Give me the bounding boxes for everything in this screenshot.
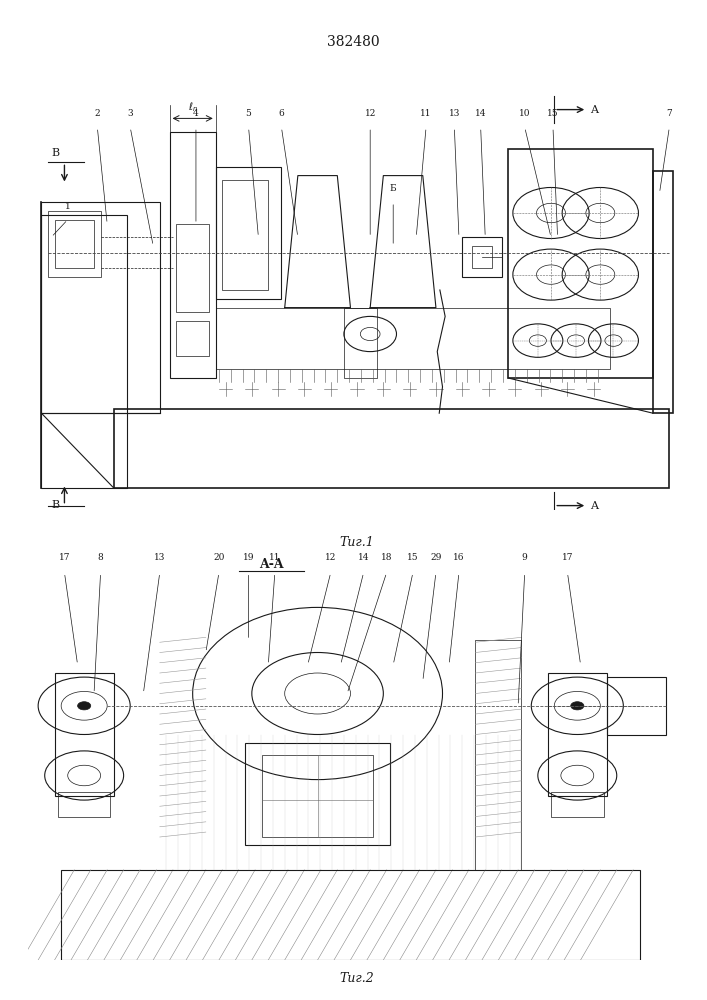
Bar — [472, 246, 492, 268]
Text: 11: 11 — [421, 109, 432, 118]
Bar — [607, 677, 666, 734]
Bar — [653, 171, 672, 413]
Text: Τиг.2: Τиг.2 — [339, 972, 375, 985]
Bar — [58, 792, 110, 816]
Bar — [551, 792, 604, 816]
Text: 19: 19 — [243, 553, 255, 562]
Text: 10: 10 — [519, 109, 530, 118]
Bar — [462, 237, 502, 277]
Text: 2: 2 — [95, 109, 100, 118]
Bar — [222, 180, 268, 290]
Text: 6: 6 — [279, 109, 284, 118]
Text: B: B — [52, 148, 60, 158]
Bar — [216, 308, 610, 369]
Text: 17: 17 — [59, 553, 70, 562]
Text: 4: 4 — [193, 109, 199, 118]
Bar — [42, 202, 160, 413]
Text: 14: 14 — [358, 553, 369, 562]
Bar — [176, 224, 209, 312]
Text: Б: Б — [390, 184, 397, 193]
Bar — [344, 308, 377, 378]
Text: 12: 12 — [325, 553, 337, 562]
Text: 14: 14 — [475, 109, 486, 118]
Bar — [170, 132, 216, 378]
Text: 1: 1 — [65, 202, 71, 211]
Text: 15: 15 — [547, 109, 559, 118]
Bar — [48, 211, 100, 277]
Text: 17: 17 — [561, 553, 573, 562]
Text: 20: 20 — [214, 553, 225, 562]
Circle shape — [571, 702, 584, 710]
Text: A: A — [590, 105, 598, 115]
Text: 382480: 382480 — [327, 35, 380, 49]
Bar — [114, 409, 670, 488]
Bar — [548, 673, 607, 796]
Bar — [62, 870, 640, 960]
Text: A: A — [590, 501, 598, 511]
Text: 3: 3 — [127, 109, 133, 118]
Bar — [54, 673, 114, 796]
Text: 11: 11 — [269, 553, 281, 562]
Bar — [245, 743, 390, 845]
Text: 15: 15 — [407, 553, 419, 562]
Bar — [176, 321, 209, 356]
Text: 5: 5 — [245, 109, 252, 118]
Bar — [42, 215, 127, 488]
Bar — [54, 220, 94, 268]
Bar — [508, 149, 653, 378]
Text: $\ell_n$: $\ell_n$ — [187, 100, 198, 114]
Text: 12: 12 — [365, 109, 376, 118]
Text: 18: 18 — [381, 553, 392, 562]
Text: B: B — [52, 500, 60, 510]
Text: 29: 29 — [431, 553, 442, 562]
Text: Τиг.1: Τиг.1 — [339, 536, 375, 549]
Text: 8: 8 — [98, 553, 103, 562]
Bar — [262, 755, 373, 837]
Text: 9: 9 — [522, 553, 527, 562]
Text: 13: 13 — [449, 109, 460, 118]
Circle shape — [78, 702, 90, 710]
Text: A-A: A-A — [259, 558, 284, 571]
Text: 13: 13 — [154, 553, 165, 562]
Bar — [216, 167, 281, 299]
Text: 16: 16 — [453, 553, 464, 562]
Text: 7: 7 — [667, 109, 672, 118]
